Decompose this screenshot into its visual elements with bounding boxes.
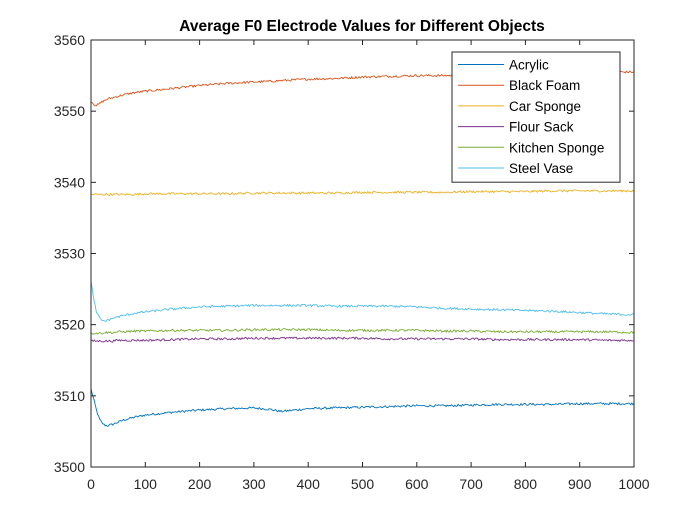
y-tick-label: 3530 (54, 246, 85, 262)
series-line-car-sponge (90, 189, 635, 197)
x-tick-label: 700 (459, 476, 483, 492)
y-tick-label: 3560 (54, 32, 85, 48)
legend-label-car-sponge: Car Sponge (509, 99, 581, 114)
x-tick-label: 100 (134, 476, 158, 492)
x-tick-label: 400 (297, 476, 321, 492)
legend-label-steel-vase: Steel Vase (509, 161, 573, 176)
legend-label-kitchen-sponge: Kitchen Sponge (509, 140, 604, 155)
legend-box (451, 51, 621, 183)
x-tick-label: 1000 (618, 476, 649, 492)
ticks-layer: 0 100 200 300 400 500 600 700 800 900 1000 3500 3510… (54, 32, 650, 492)
x-tick-label: 300 (242, 476, 266, 492)
legend: Acrylic Black Foam Car Sponge Flour Sack Kit… (451, 51, 621, 183)
legend-label-flour-sack: Flour Sack (509, 120, 574, 135)
series-line-flour-sack (90, 336, 635, 343)
chart-title: Average F0 Electrode Values for Differen… (179, 18, 545, 35)
legend-label-black-foam: Black Foam (509, 78, 580, 93)
series-layer (90, 70, 635, 427)
x-tick-label: 600 (405, 476, 429, 492)
y-tick-label: 3510 (54, 388, 85, 404)
x-tick-label: 200 (188, 476, 212, 492)
series-line-kitchen-sponge (90, 328, 635, 335)
y-tick-label: 3520 (54, 317, 85, 333)
x-tick-label: 800 (514, 476, 538, 492)
series-line-acrylic (90, 388, 635, 427)
y-tick-label: 3500 (54, 459, 85, 475)
x-tick-label: 0 (87, 476, 95, 492)
y-tick-label: 3540 (54, 174, 85, 190)
x-tick-label: 500 (351, 476, 375, 492)
series-line-steel-vase (90, 281, 635, 322)
y-tick-label: 3550 (54, 103, 85, 119)
x-tick-label: 900 (568, 476, 592, 492)
legend-label-acrylic: Acrylic (509, 58, 549, 73)
